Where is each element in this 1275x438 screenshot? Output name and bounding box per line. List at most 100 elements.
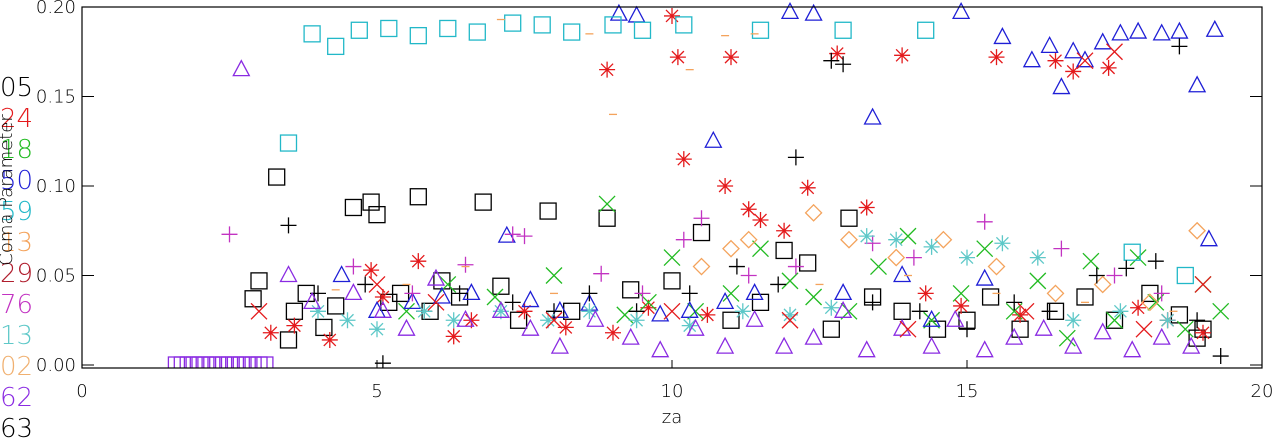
data-point (279, 265, 298, 283)
data-point (545, 311, 563, 329)
data-point (1017, 302, 1035, 320)
data-point (775, 336, 794, 354)
data-point (516, 303, 533, 320)
data-point (509, 311, 528, 329)
data-point (404, 285, 421, 302)
series (250, 43, 1212, 338)
legend-fragment: 62 (0, 383, 33, 413)
data-point (593, 265, 610, 282)
data-point (894, 47, 911, 64)
data-point (834, 21, 852, 39)
data-point (598, 195, 616, 213)
data-point (244, 356, 262, 368)
data-point (581, 303, 598, 320)
data-point (286, 317, 303, 334)
data-point (427, 293, 445, 311)
data-point (380, 19, 398, 38)
data-point (1053, 240, 1070, 257)
data-point (953, 297, 970, 314)
data-point (586, 309, 605, 327)
data-point (539, 202, 557, 220)
data-point (1188, 329, 1206, 347)
data-point (1093, 322, 1112, 340)
data-point (640, 299, 657, 316)
data-point (363, 262, 380, 279)
data-point (1212, 348, 1229, 365)
data-point (799, 254, 817, 272)
data-point (492, 303, 509, 320)
data-point (840, 302, 858, 320)
data-point (1147, 253, 1164, 270)
data-point (279, 331, 298, 349)
series (167, 356, 274, 368)
y-tick-label: 0.15 (36, 87, 76, 108)
data-point (546, 303, 562, 320)
data-point (1065, 312, 1082, 329)
legend-fragment: 63 (0, 414, 33, 438)
data-point (380, 293, 398, 312)
data-point (976, 213, 993, 230)
data-point (1195, 324, 1211, 341)
data-point (1194, 275, 1212, 293)
data-point (303, 291, 322, 310)
y-tick-label: 0.10 (36, 176, 76, 197)
data-point (858, 199, 875, 216)
data-point (250, 356, 268, 368)
data-point (870, 258, 887, 276)
data-point (975, 340, 994, 358)
data-point (1093, 32, 1112, 50)
data-point (722, 284, 740, 302)
legend-fragment: 13 (0, 228, 33, 258)
data-point (220, 356, 239, 368)
data-point (1129, 249, 1147, 267)
data-point (315, 318, 333, 337)
data-point (988, 49, 1005, 66)
data-point (633, 21, 652, 39)
data-points (167, 1, 1230, 368)
x-tick-label: 20 (1251, 381, 1274, 402)
data-point (1135, 320, 1153, 338)
x-tick-label: 10 (661, 381, 684, 402)
data-point (197, 356, 215, 368)
data-point (1005, 302, 1023, 320)
data-point (268, 168, 286, 186)
data-point (191, 356, 209, 368)
data-point (1152, 23, 1171, 41)
data-point (1006, 294, 1023, 311)
data-point (805, 288, 823, 306)
data-point (1065, 63, 1082, 80)
data-point (533, 16, 551, 34)
data-point (780, 1, 800, 20)
data-point (740, 267, 757, 284)
data-point (1075, 50, 1095, 68)
legend-fragment: 24 (0, 104, 33, 134)
data-point (781, 272, 799, 290)
data-point (403, 291, 422, 310)
data-point (740, 201, 757, 218)
data-point (917, 21, 935, 39)
data-point (456, 309, 475, 327)
data-point (203, 356, 221, 368)
data-point (704, 130, 723, 148)
y-axis: 0.00 0.05 0.10 0.15 0.20 (36, 0, 1262, 376)
data-point (911, 303, 928, 320)
data-point (686, 318, 705, 336)
data-point (681, 285, 698, 302)
data-point (179, 356, 197, 368)
data-point (716, 336, 735, 354)
data-point (409, 188, 427, 206)
data-point (716, 291, 735, 310)
data-point (232, 59, 251, 77)
data-point (776, 222, 793, 239)
data-point (1130, 299, 1147, 316)
data-point (344, 198, 363, 217)
data-point (397, 318, 416, 336)
data-point (899, 320, 917, 338)
data-point (214, 356, 233, 368)
data-point (745, 309, 764, 327)
data-point (1171, 38, 1188, 55)
data-point (664, 7, 680, 24)
data-point (634, 285, 651, 302)
data-point (238, 356, 256, 368)
data-point (717, 178, 734, 194)
